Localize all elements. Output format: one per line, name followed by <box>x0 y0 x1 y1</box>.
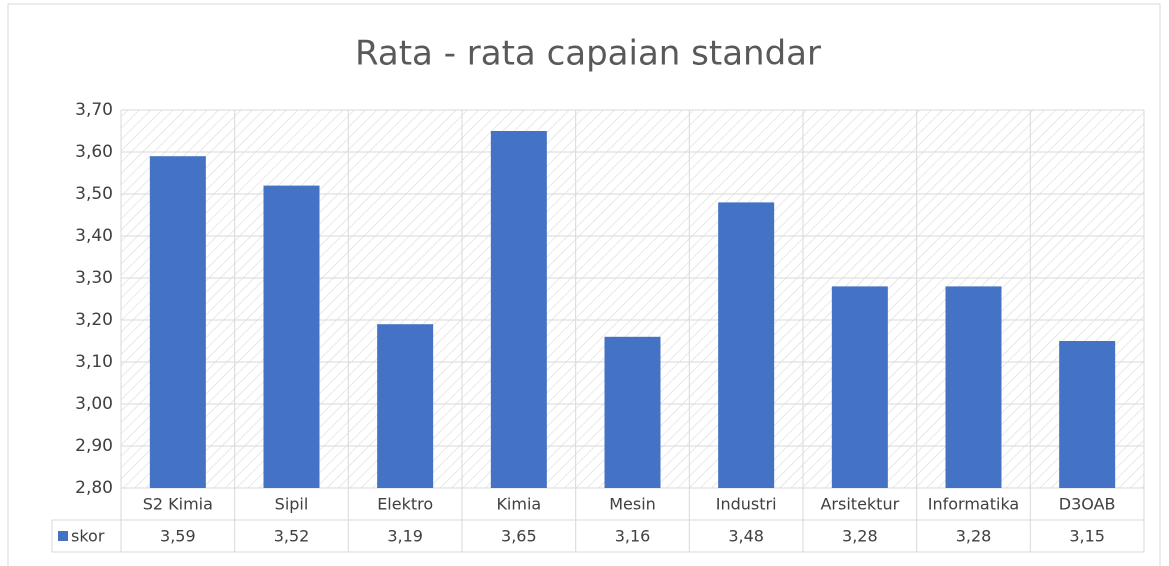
bar <box>1059 341 1116 488</box>
bar <box>490 131 547 488</box>
y-tick-label: 3,10 <box>75 352 113 372</box>
bar <box>945 286 1002 488</box>
legend-key <box>58 531 68 541</box>
legend-label: skor <box>71 527 105 546</box>
chart-title: Rata - rata capaian standar <box>355 34 821 74</box>
y-tick-label: 3,20 <box>75 310 113 330</box>
table-value: 3,52 <box>274 527 310 546</box>
y-tick-label: 2,90 <box>75 436 113 456</box>
y-tick-label: 3,70 <box>75 100 113 120</box>
bar <box>718 202 775 488</box>
x-tick-label: Mesin <box>609 495 656 514</box>
table-value: 3,16 <box>615 527 651 546</box>
table-value: 3,28 <box>956 527 992 546</box>
x-tick-label: Sipil <box>275 495 309 514</box>
bar <box>604 336 661 488</box>
x-tick-label: Arsitektur <box>820 495 899 514</box>
x-tick-label: Elektro <box>377 495 433 514</box>
bar <box>263 185 320 488</box>
x-tick-label: Informatika <box>928 495 1019 514</box>
y-tick-label: 3,50 <box>75 184 113 204</box>
y-tick-label: 3,00 <box>75 394 113 414</box>
y-tick-label: 3,60 <box>75 142 113 162</box>
table-value: 3,15 <box>1069 527 1105 546</box>
bar <box>377 324 434 488</box>
table-value: 3,28 <box>842 527 878 546</box>
x-tick-label: Kimia <box>496 495 541 514</box>
table-value: 3,48 <box>728 527 764 546</box>
x-tick-label: S2 Kimia <box>143 495 213 514</box>
bar <box>149 156 206 488</box>
table-value: 3,59 <box>160 527 196 546</box>
x-tick-label: D3OAB <box>1059 495 1116 514</box>
table-value: 3,65 <box>501 527 537 546</box>
y-tick-label: 3,30 <box>75 268 113 288</box>
y-tick-label: 2,80 <box>75 478 113 498</box>
x-tick-label: Industri <box>716 495 777 514</box>
table-value: 3,19 <box>387 527 423 546</box>
bar <box>831 286 888 488</box>
y-tick-label: 3,40 <box>75 226 113 246</box>
